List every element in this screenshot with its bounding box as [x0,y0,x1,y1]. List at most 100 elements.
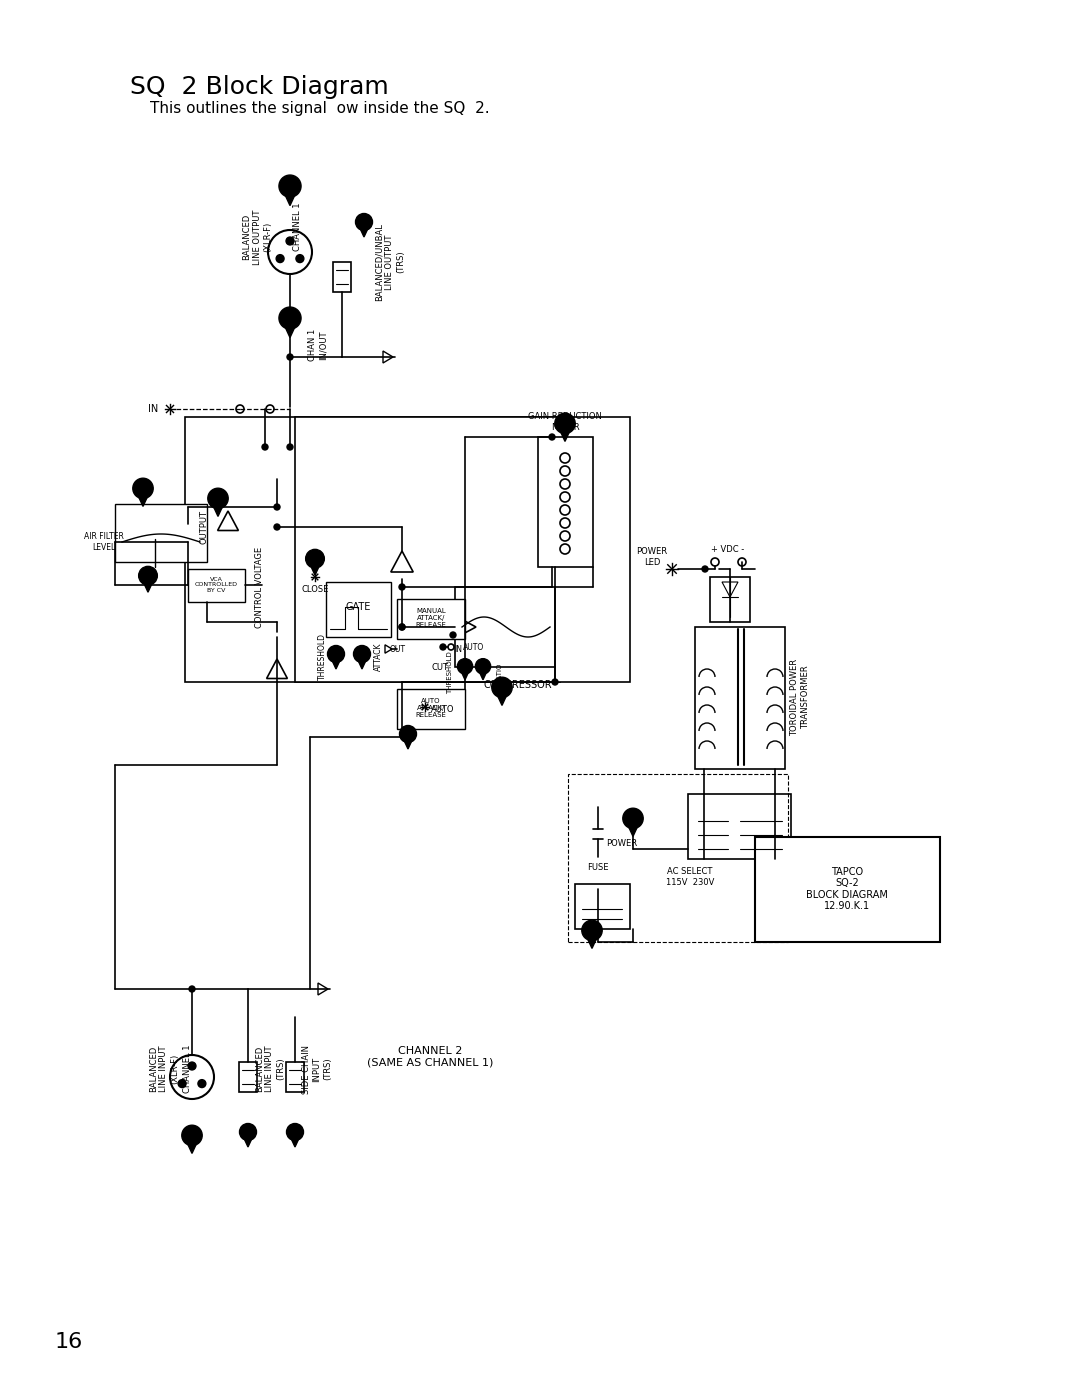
Bar [710,577,750,622]
Text: AC SELECT
115V  230V: AC SELECT 115V 230V [665,868,714,887]
Bar [696,627,785,768]
Bar [455,587,555,666]
Polygon shape [477,668,488,680]
Circle shape [702,566,708,571]
Circle shape [181,1125,202,1146]
Circle shape [189,986,195,992]
Circle shape [188,1062,195,1070]
Text: GATE: GATE [346,602,370,612]
Polygon shape [625,821,640,837]
Text: RATIO: RATIO [496,662,502,683]
Polygon shape [242,1134,254,1147]
Polygon shape [282,321,298,338]
Circle shape [286,237,294,244]
Text: + VDC -: + VDC - [712,545,744,553]
Polygon shape [557,426,572,441]
Circle shape [399,584,405,590]
Text: FUSE: FUSE [588,862,609,872]
Text: TAPCO
SQ-2
BLOCK DIAGRAM
12.90.K.1: TAPCO SQ-2 BLOCK DIAGRAM 12.90.K.1 [806,866,888,911]
Bar [185,416,561,682]
Circle shape [306,549,324,569]
Bar [188,569,245,602]
Bar [286,1062,303,1092]
Text: POWER: POWER [607,840,637,848]
Text: POWER
LED: POWER LED [636,548,667,567]
Text: COMPRESSOR: COMPRESSOR [484,680,552,690]
Text: THRESHOLD: THRESHOLD [447,651,453,694]
Circle shape [491,678,512,697]
Text: BALANCED/UNBAL
LINE OUTPUT
(TRS): BALANCED/UNBAL LINE OUTPUT (TRS) [375,224,405,300]
Text: CHANNEL 2
(SAME AS CHANNEL 1): CHANNEL 2 (SAME AS CHANNEL 1) [367,1046,494,1067]
Polygon shape [402,736,414,749]
Circle shape [399,624,405,630]
Circle shape [623,809,644,828]
Polygon shape [211,500,226,517]
Text: OUTPUT: OUTPUT [200,510,208,543]
Circle shape [582,921,603,940]
Text: BALANCED
LINE OUTPUT
(XLR-F): BALANCED LINE OUTPUT (XLR-F) [242,210,272,264]
Text: AUTO: AUTO [431,704,455,714]
Text: VCA
CONTROLLED
BY CV: VCA CONTROLLED BY CV [194,577,238,594]
Polygon shape [356,657,368,669]
Bar [755,837,940,942]
Text: MANUAL
ATTACK/
RELEASE: MANUAL ATTACK/ RELEASE [416,608,446,629]
Polygon shape [185,1137,199,1154]
Circle shape [198,1080,206,1087]
Circle shape [457,658,473,673]
Text: GAIN REDUCTION
METER: GAIN REDUCTION METER [528,412,602,432]
Polygon shape [136,490,150,506]
Bar [397,599,465,638]
Circle shape [353,645,370,662]
Bar [397,689,465,729]
Bar [575,884,630,929]
Text: CHAN 1
IN/OUT: CHAN 1 IN/OUT [308,328,327,362]
Text: SQ  2 Block Diagram: SQ 2 Block Diagram [130,75,389,99]
Circle shape [279,307,301,330]
Polygon shape [357,224,370,237]
Circle shape [240,1123,257,1140]
Bar [239,1062,257,1092]
Circle shape [450,631,456,638]
Bar [688,793,791,859]
Circle shape [287,444,293,450]
Text: CUT: CUT [432,662,448,672]
Polygon shape [282,189,298,205]
Circle shape [399,624,405,630]
Text: AUTO
ATTACK/
RELEASE: AUTO ATTACK/ RELEASE [416,698,446,718]
Circle shape [549,434,555,440]
Circle shape [207,488,228,509]
Circle shape [327,645,345,662]
Polygon shape [141,578,154,592]
Text: CONTROL VOLTAGE: CONTROL VOLTAGE [256,546,265,627]
Circle shape [552,679,558,685]
Circle shape [555,414,576,433]
Polygon shape [309,562,322,576]
Text: CHANNEL 1: CHANNEL 1 [183,1045,191,1094]
Circle shape [274,524,280,529]
Circle shape [138,566,158,585]
Circle shape [274,504,280,510]
Bar [333,263,351,292]
Circle shape [286,1123,303,1140]
Polygon shape [460,668,471,680]
Bar [568,774,788,942]
Text: AUTO: AUTO [463,643,485,651]
Text: IN: IN [148,404,158,414]
Text: OUT: OUT [390,644,406,654]
Circle shape [475,658,490,673]
Circle shape [262,444,268,450]
Circle shape [133,478,153,499]
Text: 16: 16 [55,1331,83,1352]
Circle shape [355,214,373,231]
Circle shape [279,175,301,197]
Text: ATTACK: ATTACK [374,643,382,671]
Text: IN: IN [454,644,462,654]
Text: CHANNEL 1: CHANNEL 1 [294,203,302,251]
Circle shape [296,254,303,263]
Bar [538,437,593,567]
Circle shape [440,644,446,650]
Text: THRESHOLD: THRESHOLD [318,633,326,680]
Circle shape [287,353,293,360]
Polygon shape [330,657,342,669]
Text: CLOSE: CLOSE [301,584,328,594]
